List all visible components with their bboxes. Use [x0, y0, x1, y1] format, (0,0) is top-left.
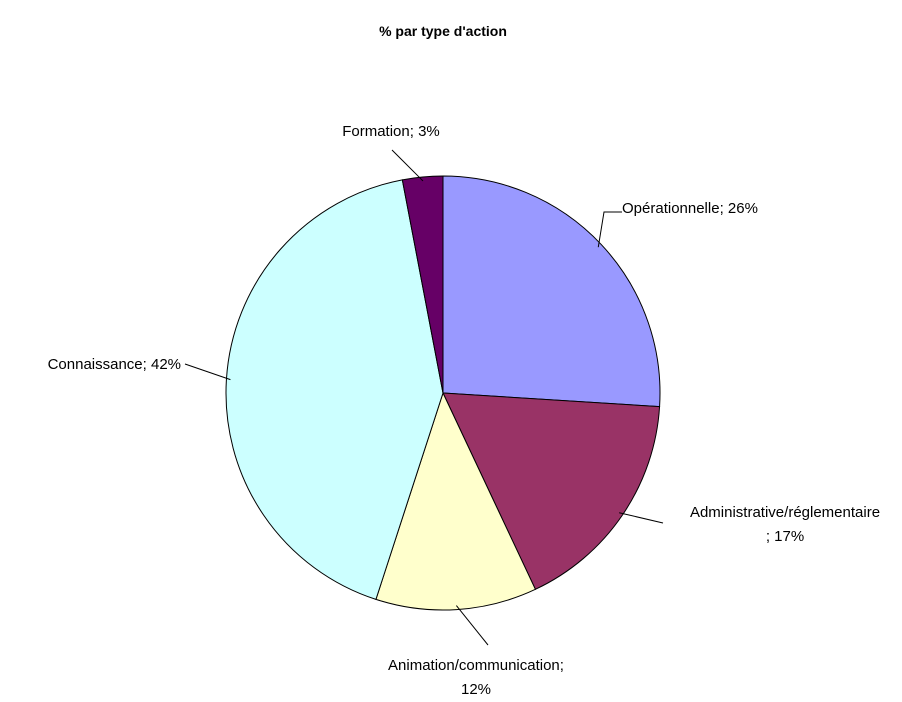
- data-label: Administrative/réglementaire ; 17%: [690, 504, 880, 545]
- data-label: Connaissance; 42%: [48, 356, 181, 373]
- data-label-line: Formation; 3%: [342, 123, 440, 140]
- data-label: Animation/communication; 12%: [388, 657, 564, 698]
- data-label-line: Opérationnelle; 26%: [622, 200, 758, 217]
- leader-line: [597, 211, 622, 248]
- data-label-line: 12%: [461, 681, 491, 698]
- leader-line: [619, 512, 664, 524]
- data-label: Opérationnelle; 26%: [622, 200, 758, 217]
- data-label-line: Connaissance; 42%: [48, 356, 181, 373]
- pie-slice: [401, 175, 444, 394]
- leader-line: [455, 605, 489, 646]
- leader-line: [184, 363, 231, 381]
- data-label-line: Administrative/réglementaire: [690, 504, 880, 521]
- pie-slice: [225, 179, 444, 601]
- data-label-line: ; 17%: [766, 528, 804, 545]
- pie-slice: [375, 391, 537, 611]
- leader-line: [391, 149, 424, 182]
- chart-title: % par type d'action: [379, 23, 507, 39]
- data-label-line: Animation/communication;: [388, 657, 564, 674]
- pie-slice: [442, 175, 661, 408]
- pie-slice: [442, 392, 661, 591]
- data-label: Formation; 3%: [342, 123, 440, 140]
